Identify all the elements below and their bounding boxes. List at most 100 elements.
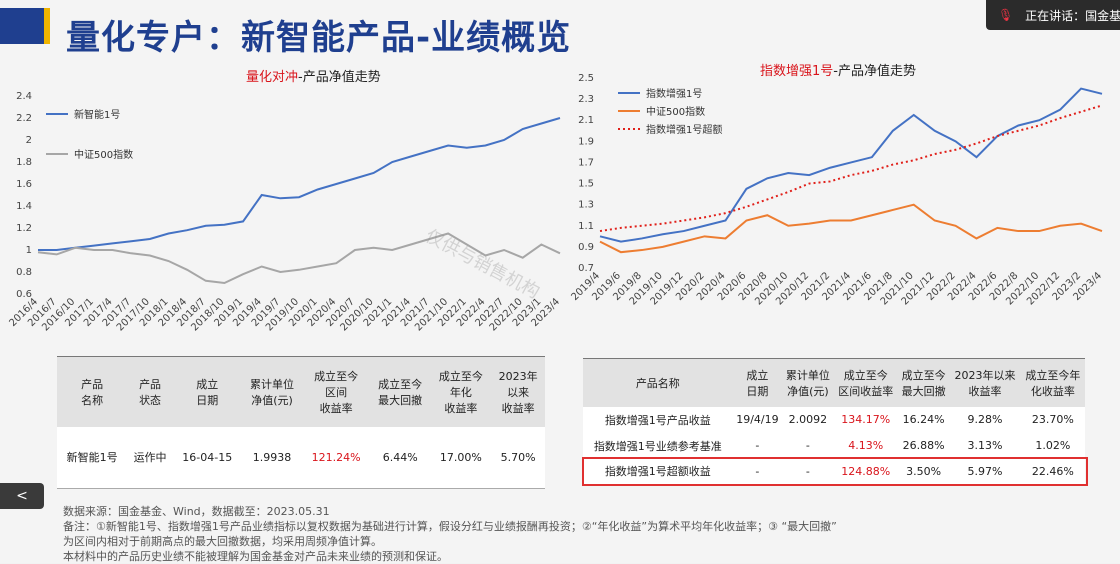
table-header-cell: 产品名称 xyxy=(81,377,104,407)
chart2-title-rest: -产品净值走势 xyxy=(833,64,916,79)
chart2-ytick-label: 1.5 xyxy=(578,179,594,190)
table-cell: 3.13% xyxy=(967,439,1003,452)
table-cell: - xyxy=(755,439,760,452)
table-header-cell: 成立至今 最大回撤 xyxy=(378,377,423,407)
chart2-title: 指数增强1号-产品净值走势 xyxy=(760,60,916,79)
table-cell: 指数增强1号产品收益 xyxy=(604,413,711,427)
table-header-cell: 累计单位 净值(元) xyxy=(250,377,294,407)
speaker-indicator: 🎙 正在讲话：国金基 xyxy=(986,0,1120,30)
table-cell: 新智能1号 xyxy=(66,451,118,465)
chart2-ytick-label: 1.1 xyxy=(578,221,594,232)
table-cell: 124.88% xyxy=(841,464,891,478)
table-cell: 121.24% xyxy=(311,450,361,464)
table1-header-row: 产品 名称 产品 状态 成立 日期 累计单位 净值(元) 成立至今 区间 收益率 成立至今 最大回撤 成立… xyxy=(57,356,545,427)
table1-row: 新智能1号 运作中 16-04-15 1.9938 121.24% 6.44% 17.00%… xyxy=(57,426,545,489)
muted-mic-icon: 🎙 xyxy=(998,8,1014,22)
chart1-ytick-label: 2 xyxy=(26,135,32,146)
speaker-label: 正在讲话：国金基 xyxy=(1025,8,1120,23)
chart1-svg: 2.42.221.81.61.41.210.80.62016/42016/720… xyxy=(7,91,562,333)
table-header-cell: 2023年以来收益率 xyxy=(954,368,1016,398)
title-bar-decoration xyxy=(0,8,50,44)
table-cell: 3.50% xyxy=(906,464,942,478)
page-title: 量化专户：新智能产品-业绩概览 xyxy=(66,18,572,58)
chart1-title: 量化对冲-产品净值走势 xyxy=(246,66,381,85)
chart2-ytick-label: 2.1 xyxy=(578,115,594,126)
chart2-series-line xyxy=(599,203,1103,254)
chart1-ytick-label: 2.2 xyxy=(16,113,32,124)
chart2-series-line xyxy=(599,104,1103,233)
table-cell: 9.28% xyxy=(967,413,1003,426)
note-line: 本材料中的产品历史业绩不能被理解为国金基金对产品未来业绩的预测和保证。 xyxy=(63,550,448,563)
chart1-ytick-label: 1 xyxy=(26,245,32,256)
table-index-enhanced: 产品名称 成立 日期 累计单位 净值(元) 成立至今 区间收益率 成立至今 最大回撤 2023年以… xyxy=(583,358,1085,485)
table-header-cell: 产品 状态 xyxy=(139,377,162,407)
chart2-ytick-label: 2.5 xyxy=(578,73,594,84)
chart2-ytick-label: 1.3 xyxy=(578,200,594,211)
table-xinzhineng: 产品 名称 产品 状态 成立 日期 累计单位 净值(元) 成立至今 区间 收益率 成立至今 最大回撤 成立… xyxy=(57,356,545,489)
table-header-cell: 成立至今区间收益率 xyxy=(314,369,359,415)
table-cell: 指数增强1号超额收益 xyxy=(604,465,711,479)
table-row: 指数增强1号超额收益 - - 124.88% 3.50% 5.97% 22.46% xyxy=(583,458,1085,485)
chart1-series-line xyxy=(38,117,561,251)
chart1-ytick-label: 0.8 xyxy=(16,267,32,278)
table-header-cell: 2023年以来收益率 xyxy=(498,369,538,415)
table-cell: - xyxy=(805,439,810,452)
chart1-series-line xyxy=(37,232,561,285)
table-header-cell: 成立至今 最大回撤 xyxy=(901,368,946,398)
chart2-ytick-label: 2.3 xyxy=(578,94,594,105)
table-cell: 19/4/19 xyxy=(736,413,779,426)
table-header-cell: 累计单位 净值(元) xyxy=(785,368,830,398)
table-row: 指数增强1号业绩参考基准 - - 4.13% 26.88% 3.13% 1.02% xyxy=(583,432,1085,459)
chart2-svg: 2.52.32.11.91.71.51.31.10.90.72019/42019… xyxy=(569,73,1104,307)
table-cell: - xyxy=(805,464,810,478)
chart1-ytick-label: 1.4 xyxy=(16,201,32,212)
table-cell: 134.17% xyxy=(841,413,891,426)
note-line: 为区间内相对于前期高点的最大回撤数据，均采用周频净值计算。 xyxy=(63,535,382,548)
chart2-ytick-label: 1.7 xyxy=(578,157,594,168)
table-cell: 6.44% xyxy=(382,450,418,464)
chart1-ytick-label: 0.6 xyxy=(16,289,32,300)
table2-body: 指数增强1号产品收益 19/4/19 2.0092 134.17% 16.24% 9.28… xyxy=(583,406,1085,485)
chart1-ytick-label: 1.2 xyxy=(16,223,32,234)
table-cell: 16.24% xyxy=(902,413,945,426)
table-cell: 2.0092 xyxy=(788,413,828,426)
table-cell: 4.13% xyxy=(848,439,884,452)
prev-slide-button[interactable]: < xyxy=(0,483,44,509)
table-cell: 运作中 xyxy=(133,451,167,465)
chart2-ytick-label: 1.9 xyxy=(578,136,594,147)
table-cell: 22.46% xyxy=(1031,464,1074,478)
table-cell: 16-04-15 xyxy=(182,450,233,464)
table-header-cell: 成立 日期 xyxy=(746,368,769,398)
table-header-cell: 成立至今区间收益率 xyxy=(838,368,894,398)
table-cell: 5.97% xyxy=(967,464,1003,478)
table-cell: 1.9938 xyxy=(252,450,292,464)
title-accent-decoration xyxy=(44,8,50,44)
chart2-ytick-label: 0.9 xyxy=(578,242,594,253)
chart2-legend-label: 中证500指数 xyxy=(646,105,705,118)
table-cell: 17.00% xyxy=(439,450,482,464)
chart2-title-red: 指数增强1号 xyxy=(760,64,834,79)
table-header-cell: 成立至今年化收益率 xyxy=(438,369,483,415)
table2-header-row: 产品名称 成立 日期 累计单位 净值(元) 成立至今 区间收益率 成立至今 最大回撤 2023年以… xyxy=(583,358,1085,407)
chart1-legend-label: 新智能1号 xyxy=(74,108,120,121)
table-cell: 26.88% xyxy=(902,439,945,452)
table-cell: 指数增强1号业绩参考基准 xyxy=(593,439,722,453)
table-row: 指数增强1号产品收益 19/4/19 2.0092 134.17% 16.24% 9.28… xyxy=(583,406,1085,433)
note-line: 备注：①新智能1号、指数增强1号产品业绩指标以复权数据为基础进行计算，假设分红与… xyxy=(63,520,837,533)
note-line: 数据来源：国金基金、Wind，数据截至：2023.05.31 xyxy=(63,505,330,518)
chart2-legend-label: 指数增强1号超额 xyxy=(646,123,722,136)
table-header-cell: 产品名称 xyxy=(635,376,680,390)
chart2-series-line xyxy=(599,87,1103,243)
chart1-ytick-label: 1.8 xyxy=(16,157,32,168)
chart1-ytick-label: 1.6 xyxy=(16,179,32,190)
chart2-ytick-label: 0.7 xyxy=(578,263,594,274)
chart1-title-red: 量化对冲 xyxy=(246,70,299,85)
chart1-legend-label: 中证500指数 xyxy=(74,148,133,161)
highlight-box xyxy=(582,457,1088,486)
chart2-legend-label: 指数增强1号 xyxy=(646,87,702,100)
table-header-cell: 成立 日期 xyxy=(196,377,219,407)
table-cell: 5.70% xyxy=(500,450,536,464)
table-header-cell: 成立至今年化收益率 xyxy=(1025,368,1081,398)
chart1-title-rest: -产品净值走势 xyxy=(298,70,381,85)
